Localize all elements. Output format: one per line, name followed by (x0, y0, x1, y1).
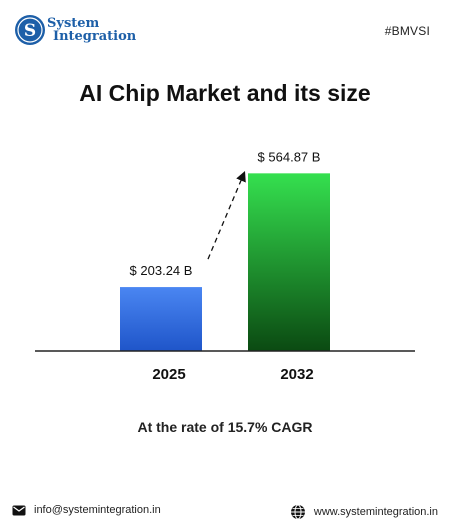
data-label-2025: $ 203.24 B (130, 263, 193, 278)
x-tick-2032: 2032 (280, 366, 313, 383)
logo-s-icon: S (15, 15, 45, 45)
svg-text:S: S (24, 21, 36, 41)
footer-website[interactable]: www.systemintegration.in (290, 504, 438, 520)
hashtag: #BMVSI (384, 24, 430, 38)
cagr-annotation: At the rate of 15.7% CAGR (137, 419, 313, 435)
footer-email[interactable]: info@systemintegration.in (12, 504, 161, 516)
growth-arrow (207, 170, 246, 260)
bar-2025 (120, 287, 202, 351)
mail-icon (12, 505, 26, 515)
chart-title: AI Chip Market and its size (79, 80, 371, 106)
globe-icon (290, 504, 305, 520)
x-tick-2025: 2025 (152, 366, 185, 383)
brand-logo: S System Integration (14, 12, 154, 52)
data-label-2032: $ 564.87 B (258, 149, 321, 164)
website-text: www.systemintegration.in (313, 506, 438, 518)
email-text: info@systemintegration.in (34, 504, 161, 516)
brand-name-line2: Integration (53, 29, 137, 44)
bar-2032 (248, 173, 330, 351)
brand-name-line1: System (47, 16, 100, 31)
brand-name: System Integration (47, 17, 136, 43)
